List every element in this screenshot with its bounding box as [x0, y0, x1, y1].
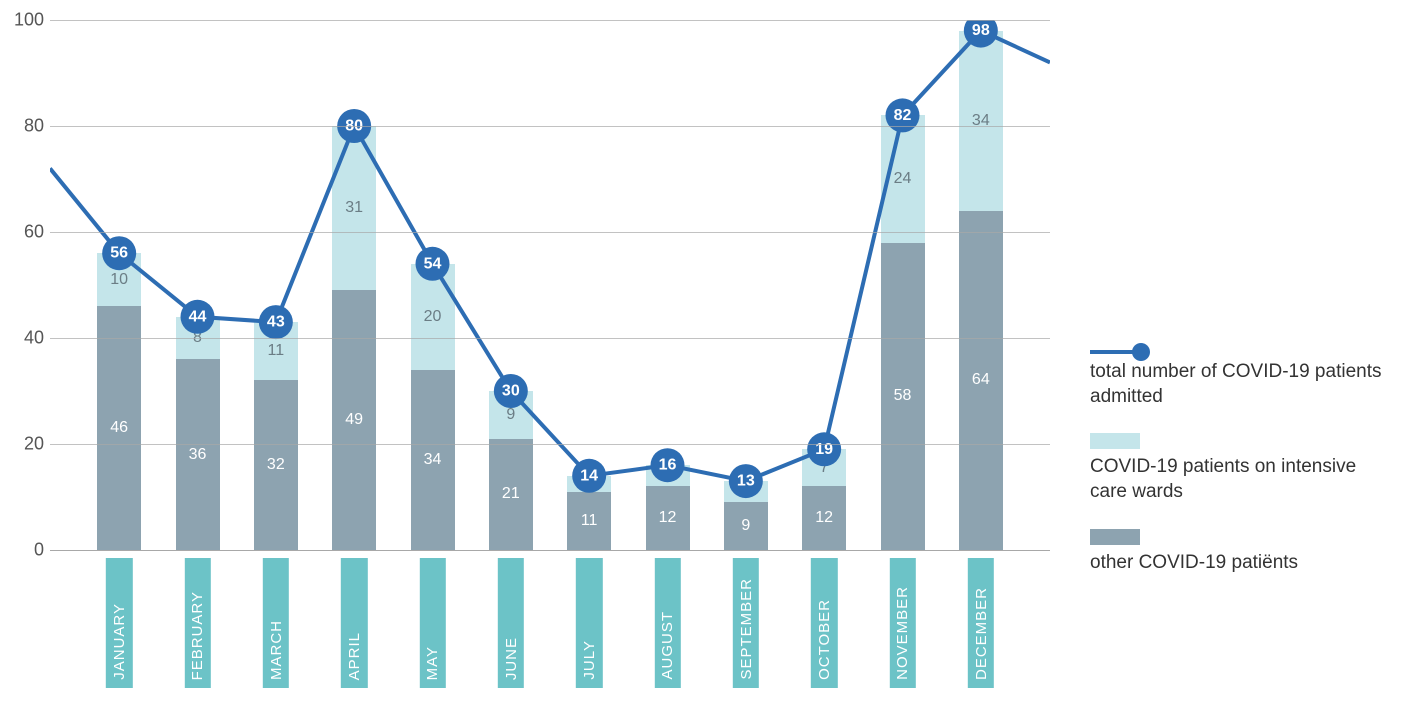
bar-segment-icu: 3 — [567, 476, 611, 492]
month-label: JUNE — [498, 558, 524, 688]
legend-item-icu: COVID-19 patients on intensive care ward… — [1090, 433, 1390, 504]
month-label: JULY — [576, 558, 602, 688]
legend-line-sample — [1090, 350, 1140, 354]
bars-layer: 4610JANUARY 368FEBRUARY 3211MARCH 4931APRIL… — [50, 20, 1050, 550]
bar-segment-icu: 34 — [959, 31, 1003, 211]
gridline — [50, 126, 1050, 127]
bar-segment-icu: 4 — [646, 465, 690, 486]
bar-segment-icu: 20 — [411, 264, 455, 370]
legend-item-other: other COVID-19 patiënts — [1090, 529, 1390, 576]
y-tick-label: 20 — [10, 434, 44, 455]
bar-segment-icu: 4 — [724, 481, 768, 502]
bar-segment-other: 21 — [489, 439, 533, 550]
month-label: SEPTEMBER — [733, 558, 759, 688]
bar-segment-other: 46 — [97, 306, 141, 550]
month-label: MAY — [419, 558, 445, 688]
bar-segment-other: 49 — [332, 290, 376, 550]
month-label: AUGUST — [654, 558, 680, 688]
bar-segment-other: 64 — [959, 211, 1003, 550]
bar-segment-other: 58 — [881, 243, 925, 550]
bar-segment-other: 36 — [176, 359, 220, 550]
y-tick-label: 0 — [10, 540, 44, 561]
bar-segment-other: 9 — [724, 502, 768, 550]
bar-segment-other: 32 — [254, 380, 298, 550]
bar-slot: 219JUNE — [489, 20, 533, 550]
gridline — [50, 20, 1050, 21]
bar-segment-icu: 24 — [881, 115, 925, 242]
bar-slot: 124AUGUST — [646, 20, 690, 550]
gridline — [50, 232, 1050, 233]
bar-segment-icu: 31 — [332, 126, 376, 290]
gridline — [50, 444, 1050, 445]
month-label: NOVEMBER — [889, 558, 915, 688]
month-label: DECEMBER — [968, 558, 994, 688]
bar-slot: 113JULY — [567, 20, 611, 550]
bar-segment-other: 12 — [802, 486, 846, 550]
legend-item-total: total number of COVID-19 patients admitt… — [1090, 350, 1390, 409]
bar-slot: 3420MAY — [411, 20, 455, 550]
month-label: OCTOBER — [811, 558, 837, 688]
plot-area: 4610JANUARY 368FEBRUARY 3211MARCH 4931APRIL… — [50, 20, 1050, 551]
legend-label-icu: COVID-19 patients on intensive care ward… — [1090, 455, 1390, 504]
legend: total number of COVID-19 patients admitt… — [1090, 350, 1390, 599]
legend-label-total: total number of COVID-19 patients admitt… — [1090, 360, 1390, 409]
bar-segment-other: 34 — [411, 370, 455, 550]
legend-swatch-other — [1090, 529, 1140, 545]
bar-segment-other: 11 — [567, 492, 611, 550]
bar-segment-icu: 10 — [97, 253, 141, 306]
chart-container: 4610JANUARY368FEBRUARY3211MARCH4931APRIL… — [0, 0, 1420, 721]
bar-slot: 4931APRIL — [332, 20, 376, 550]
y-tick-label: 40 — [10, 328, 44, 349]
month-label: FEBRUARY — [184, 558, 210, 688]
gridline — [50, 338, 1050, 339]
bar-slot: 3211MARCH — [254, 20, 298, 550]
legend-swatch-icu — [1090, 433, 1140, 449]
bar-slot: 127OCTOBER — [802, 20, 846, 550]
bar-segment-other: 12 — [646, 486, 690, 550]
legend-label-other: other COVID-19 patiënts — [1090, 551, 1390, 576]
month-label: MARCH — [263, 558, 289, 688]
month-label: APRIL — [341, 558, 367, 688]
y-tick-label: 60 — [10, 222, 44, 243]
bar-slot: 4610JANUARY — [97, 20, 141, 550]
y-tick-label: 80 — [10, 116, 44, 137]
bar-segment-icu: 9 — [489, 391, 533, 439]
month-label: JANUARY — [106, 558, 132, 688]
bar-slot: 368FEBRUARY — [176, 20, 220, 550]
bar-slot: 5824NOVEMBER — [881, 20, 925, 550]
bar-segment-icu: 7 — [802, 449, 846, 486]
bar-segment-icu: 11 — [254, 322, 298, 380]
y-tick-label: 100 — [10, 10, 44, 31]
bar-slot: 94SEPTEMBER — [724, 20, 768, 550]
bar-slot: 6434DECEMBER — [959, 20, 1003, 550]
